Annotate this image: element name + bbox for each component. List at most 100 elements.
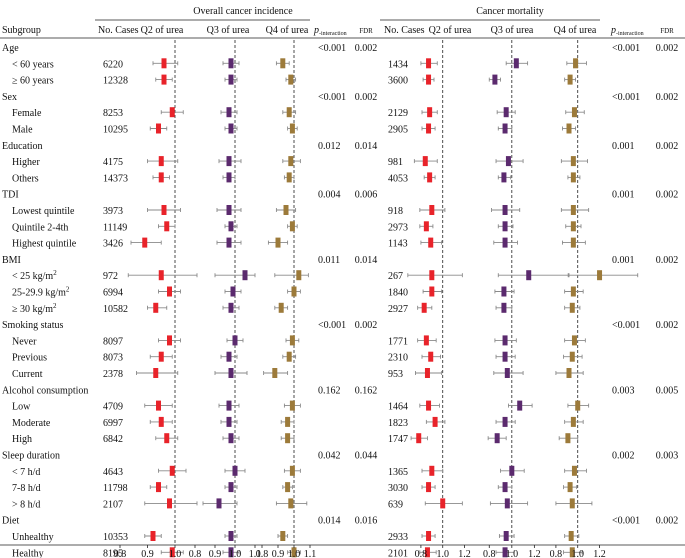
- hr-marker-q2_right: [423, 335, 429, 346]
- p-interaction-incidence: <0.001: [318, 320, 346, 331]
- hr-marker-q4_left: [285, 416, 291, 427]
- p-interaction-incidence: <0.001: [318, 92, 346, 103]
- no-cases-mortality: 918: [388, 206, 403, 217]
- fdr-incidence: 0.014: [355, 255, 378, 266]
- p-interaction-mortality: <0.001: [612, 320, 640, 331]
- hr-marker-q3_left: [226, 237, 232, 248]
- hr-marker-q3_right: [504, 498, 510, 509]
- x-axes: 0.8 0.9 1.0 0.8 0.9 1.0 1.10.8 0.9 1.0 1.1 0.8 1.0 1…: [114, 545, 606, 558]
- no-cases-incidence: 10353: [103, 532, 128, 543]
- subgroup-label: Moderate: [12, 418, 51, 429]
- no-cases-incidence: 4175: [103, 157, 123, 168]
- hr-marker-q2_right: [424, 547, 430, 558]
- hr-marker-q2_right: [429, 205, 435, 215]
- hr-marker-q3_right: [492, 74, 498, 85]
- hr-marker-q4_right: [569, 302, 575, 313]
- tick-label-q4_right: 1.2: [593, 549, 606, 558]
- tick-label-q3_left: 1.1: [249, 549, 262, 558]
- hr-marker-q4_right: [570, 416, 576, 427]
- p-interaction-mortality: <0.001: [612, 43, 640, 54]
- hr-marker-q3_left: [226, 400, 232, 411]
- hr-marker-q3_right: [509, 465, 515, 476]
- hr-marker-q2_left: [167, 286, 172, 297]
- no-cases-mortality: 3600: [388, 76, 408, 87]
- hr-marker-q2_right: [426, 123, 432, 134]
- hr-marker-q3_right: [502, 416, 508, 427]
- no-cases-mortality: 2101: [388, 548, 408, 558]
- hr-marker-q3_right: [501, 302, 507, 313]
- hr-marker-q4_right: [571, 465, 577, 476]
- fdr-mortality: 0.002: [656, 141, 679, 152]
- tick-label-q3_right: 1.0: [506, 549, 519, 558]
- group-title: Age: [2, 43, 19, 54]
- fdr-incidence: 0.006: [355, 190, 378, 201]
- no-cases-header-incidence: No. Cases: [98, 25, 139, 36]
- hr-marker-q4_left: [289, 123, 295, 134]
- hr-marker-q4_right: [569, 547, 575, 558]
- subgroup-label: < 60 years: [12, 59, 54, 70]
- q2-header-mortality: Q2 of urea: [429, 25, 472, 36]
- tick-label-q2_left: 1.0: [169, 549, 182, 558]
- group-title: Education: [2, 141, 43, 152]
- q3-header-incidence: Q3 of urea: [207, 25, 250, 36]
- no-cases-mortality: 981: [388, 157, 403, 168]
- hr-marker-q4_left: [291, 547, 297, 558]
- no-cases-incidence: 972: [103, 271, 118, 282]
- no-cases-incidence: 4643: [103, 467, 123, 478]
- hr-marker-q3_right: [504, 368, 510, 378]
- subgroup-label: Highest quintile: [12, 239, 77, 250]
- hr-marker-q3_left: [228, 123, 234, 134]
- tick-label-q2_left: 0.9: [141, 549, 154, 558]
- hr-marker-q2_left: [153, 302, 159, 313]
- hr-marker-q4_left: [289, 221, 295, 232]
- no-cases-incidence: 11798: [103, 483, 128, 494]
- tick-label-q2_right: 1.2: [458, 549, 471, 558]
- hr-marker-q2_left: [167, 335, 172, 346]
- tick-label-q3_left: 1.0: [229, 549, 242, 558]
- p-interaction-incidence: 0.162: [318, 385, 341, 396]
- hr-marker-q3_right: [502, 221, 508, 232]
- subgroup-label: Female: [12, 108, 42, 119]
- hr-marker-q3_left: [242, 270, 248, 281]
- hr-marker-q4_left: [296, 270, 302, 281]
- hr-marker-q3_right: [517, 400, 523, 411]
- no-cases-incidence: 8073: [103, 353, 123, 364]
- hr-marker-q2_left: [164, 221, 170, 232]
- p-interaction-mortality: 0.002: [612, 451, 635, 462]
- hr-marker-q2_right: [440, 498, 446, 509]
- p-interaction-incidence: 0.012: [318, 141, 341, 152]
- hr-marker-q2_right: [426, 58, 432, 69]
- no-cases-mortality: 1840: [388, 288, 408, 299]
- hr-marker-q3_left: [232, 335, 238, 346]
- hr-marker-q2_right: [427, 172, 433, 183]
- hr-marker-q4_left: [285, 482, 291, 493]
- hr-marker-q4_left: [289, 335, 295, 346]
- hr-marker-q2_left: [153, 368, 159, 378]
- no-cases-incidence: 3973: [103, 206, 123, 217]
- no-cases-mortality: 2129: [388, 108, 408, 119]
- no-cases-header-mortality: No. Cases: [384, 25, 425, 36]
- subgroup-label: Quintile 2-4th: [12, 222, 68, 233]
- hr-marker-q4_left: [286, 172, 292, 183]
- hr-marker-q3_right: [513, 58, 519, 69]
- no-cases-mortality: 4053: [388, 173, 408, 184]
- hr-marker-q2_right: [426, 482, 432, 493]
- hr-marker-q4_right: [568, 531, 574, 541]
- fdr-incidence: 0.162: [355, 385, 378, 396]
- hr-marker-q2_left: [142, 237, 148, 248]
- hr-marker-q2_left: [158, 351, 164, 362]
- no-cases-mortality: 1747: [388, 434, 408, 445]
- hr-marker-q3_right: [502, 205, 508, 215]
- tick-label-q4_left: 1.1: [304, 549, 317, 558]
- hr-marker-q3_right: [503, 107, 509, 118]
- hr-marker-q3_left: [226, 107, 232, 118]
- no-cases-incidence: 10295: [103, 125, 128, 136]
- hr-marker-q2_right: [423, 221, 429, 232]
- hr-marker-q2_left: [158, 156, 164, 167]
- group-title: TDI: [2, 190, 19, 201]
- hr-marker-q4_right: [569, 351, 575, 362]
- fdr-header-mortality: FDR: [660, 27, 674, 35]
- hr-marker-q3_left: [216, 498, 222, 509]
- hr-marker-q3_right: [502, 482, 508, 493]
- p-interaction-incidence: 0.011: [318, 255, 340, 266]
